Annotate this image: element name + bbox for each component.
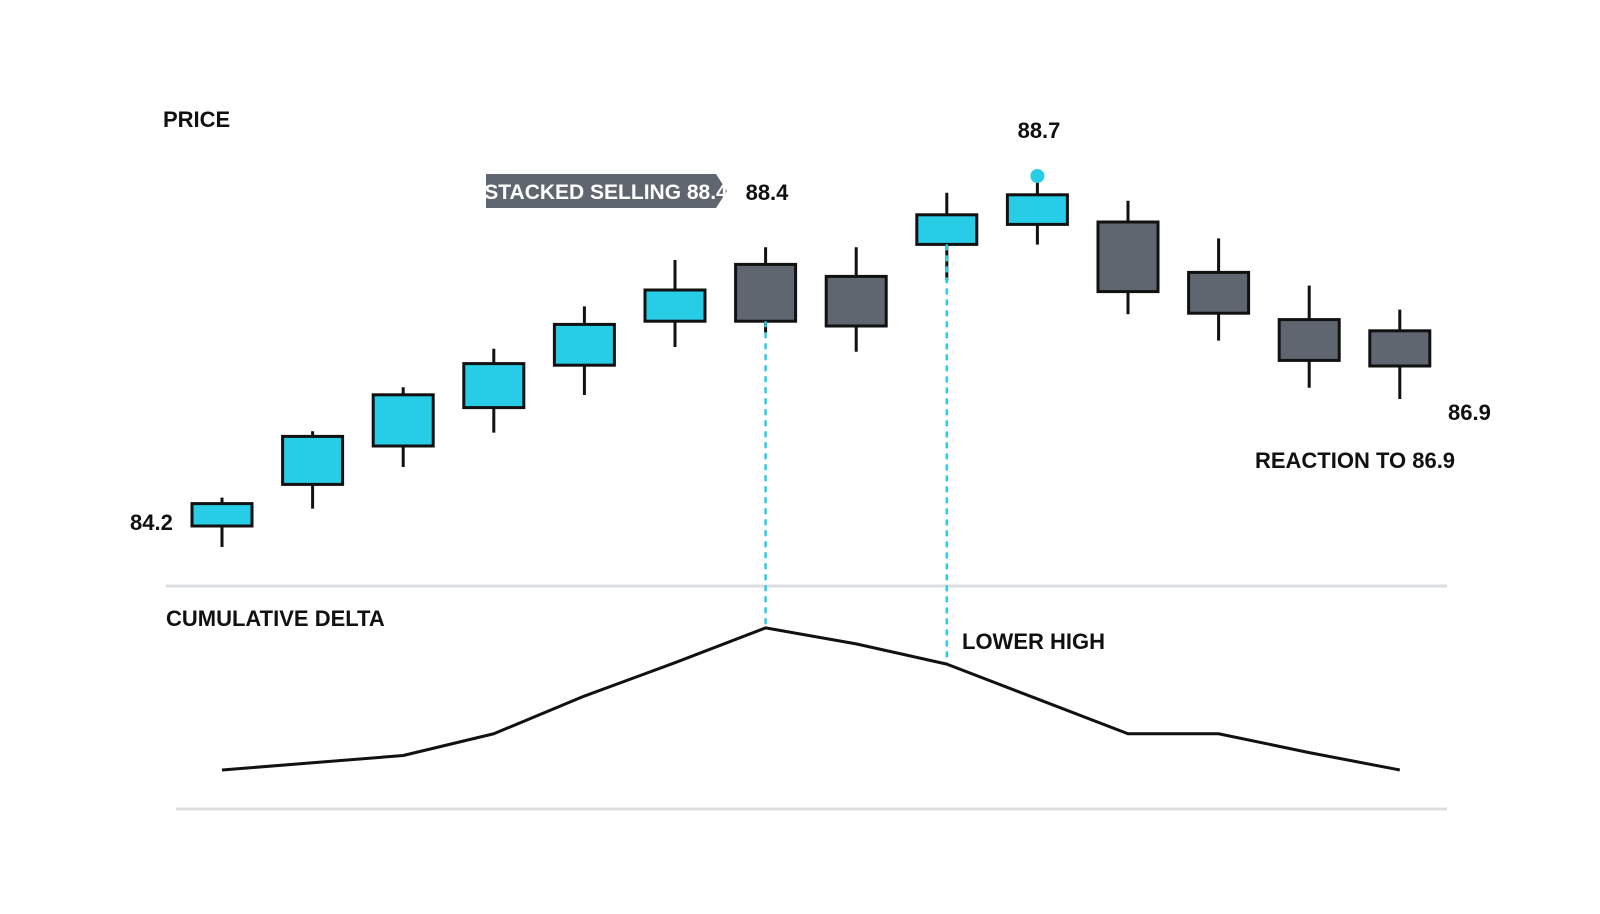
candle-8 [824, 247, 888, 352]
peak-price-label: 88.4 [746, 180, 790, 205]
candle-2 [281, 431, 345, 509]
candle-body [915, 213, 979, 246]
candle-body [643, 288, 707, 323]
candle-body [552, 322, 616, 367]
high-price-label: 88.7 [1018, 118, 1061, 143]
callout-box [486, 174, 727, 208]
candle-body [1096, 220, 1160, 294]
candle-body [734, 262, 798, 323]
candle-body [1368, 329, 1432, 368]
candle-14 [1368, 309, 1432, 399]
candle-body [1277, 318, 1341, 362]
candle-11 [1096, 200, 1160, 315]
candle-1 [190, 497, 254, 547]
candle-4 [462, 348, 526, 433]
candle-body [1005, 193, 1069, 226]
candle-body [371, 393, 435, 448]
candles-layer [190, 169, 1432, 547]
price-panel-title: PRICE [163, 107, 230, 132]
high-marker-dot [1030, 169, 1045, 183]
candle-10 [1005, 180, 1069, 245]
end-price-label: 86.9 [1448, 400, 1491, 425]
candle-7 [734, 247, 798, 333]
candle-3 [371, 387, 435, 467]
guide-lines-layer [764, 244, 949, 665]
candle-13 [1277, 285, 1341, 388]
callout-text: STACKED SELLING 88.4 [484, 181, 728, 204]
candle-5 [552, 306, 616, 395]
candle-body [1187, 270, 1251, 315]
candle-body [281, 434, 345, 486]
reaction-label: REACTION TO 86.9 [1255, 448, 1455, 473]
candle-body [462, 362, 526, 410]
stacked-selling-callout: STACKED SELLING 88.4 [484, 174, 728, 208]
candle-body [190, 502, 254, 528]
candle-12 [1187, 238, 1251, 341]
delta-line-layer [221, 626, 1401, 772]
candle-body [824, 274, 888, 328]
delta-panel-title: CUMULATIVE DELTA [166, 606, 385, 631]
lower-high-label: LOWER HIGH [962, 629, 1105, 654]
start-price-label: 84.2 [130, 510, 173, 535]
candle-6 [643, 260, 707, 347]
cumulative-delta-line [221, 626, 1401, 772]
